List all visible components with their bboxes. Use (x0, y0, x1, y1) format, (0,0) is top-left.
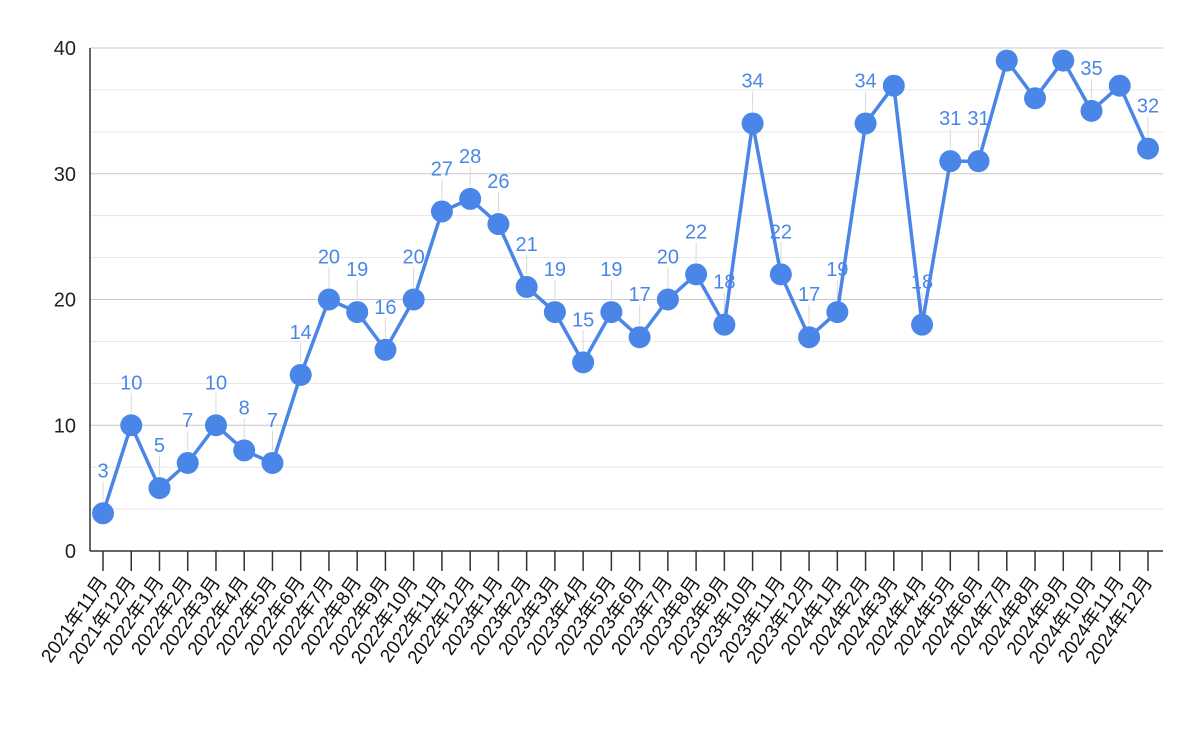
data-point (741, 112, 764, 135)
data-point (487, 213, 510, 236)
data-point (826, 301, 849, 324)
y-tick-label: 10 (54, 415, 76, 437)
data-label: 18 (911, 272, 933, 294)
data-point (430, 200, 453, 223)
gridlines (90, 47, 1163, 510)
data-labels: 3105710871420191620272826211915191720221… (97, 58, 1159, 482)
data-point (967, 150, 990, 173)
data-label: 17 (628, 284, 650, 306)
data-point (939, 150, 962, 173)
data-point (176, 451, 199, 474)
data-label: 22 (685, 221, 707, 243)
data-label: 10 (120, 372, 142, 394)
data-point (402, 288, 425, 311)
data-point (543, 301, 566, 324)
data-point (656, 288, 679, 311)
data-point (317, 288, 340, 311)
y-tick-label: 0 (65, 541, 76, 563)
data-label: 19 (826, 259, 848, 281)
data-label: 19 (544, 259, 566, 281)
data-label: 31 (939, 108, 961, 130)
series-path (101, 58, 1150, 514)
data-point (1137, 137, 1159, 160)
data-label: 20 (318, 247, 340, 269)
data-label: 31 (967, 108, 989, 130)
data-point (120, 414, 143, 437)
data-label: 32 (1137, 96, 1159, 118)
data-label: 21 (516, 234, 538, 256)
data-point (1108, 74, 1131, 97)
data-point (628, 326, 651, 349)
data-point (204, 414, 227, 437)
data-point (233, 439, 256, 462)
data-point (911, 313, 934, 336)
data-point (995, 49, 1018, 72)
series-line (101, 58, 1150, 514)
data-point (713, 313, 736, 336)
data-label: 19 (600, 259, 622, 281)
data-point (798, 326, 821, 349)
data-label: 10 (205, 372, 227, 394)
data-point (572, 351, 595, 374)
data-point (459, 187, 482, 210)
x-axis: 2021年11月2021年12月2022年1月2022年2月2022年3月202… (37, 550, 1163, 668)
data-label: 15 (572, 309, 594, 331)
data-label: 19 (346, 259, 368, 281)
data-label: 20 (403, 247, 425, 269)
data-label: 26 (487, 171, 509, 193)
data-label: 20 (657, 247, 679, 269)
data-points (92, 49, 1159, 525)
data-label: 34 (854, 70, 876, 92)
data-point (374, 338, 397, 361)
data-point (346, 301, 369, 324)
data-label: 17 (798, 284, 820, 306)
data-label: 14 (290, 322, 312, 344)
data-point (1052, 49, 1075, 72)
y-tick-label: 30 (54, 164, 76, 186)
data-label: 8 (239, 397, 250, 419)
data-point (261, 451, 284, 474)
data-point (1080, 99, 1103, 122)
data-label: 5 (154, 435, 165, 457)
data-label: 27 (431, 158, 453, 180)
data-label: 16 (374, 297, 396, 319)
data-label: 18 (713, 272, 735, 294)
data-point (685, 263, 708, 286)
data-label: 34 (741, 70, 763, 92)
data-point (1024, 87, 1047, 110)
data-point (769, 263, 792, 286)
data-label: 35 (1080, 58, 1102, 80)
data-label: 28 (459, 146, 481, 168)
label-leaders (102, 78, 1149, 502)
data-point (289, 363, 312, 386)
data-point (515, 275, 538, 298)
data-label: 3 (97, 460, 108, 482)
data-label: 7 (267, 410, 278, 432)
data-point (882, 74, 905, 97)
data-label: 22 (770, 221, 792, 243)
data-point (854, 112, 877, 135)
data-point (148, 477, 171, 500)
y-tick-label: 20 (54, 290, 76, 312)
data-point (600, 301, 623, 324)
y-tick-label: 40 (54, 38, 76, 60)
data-point (92, 502, 114, 525)
y-axis: 0 10 20 30 40 (54, 38, 91, 563)
data-label: 7 (182, 410, 193, 432)
